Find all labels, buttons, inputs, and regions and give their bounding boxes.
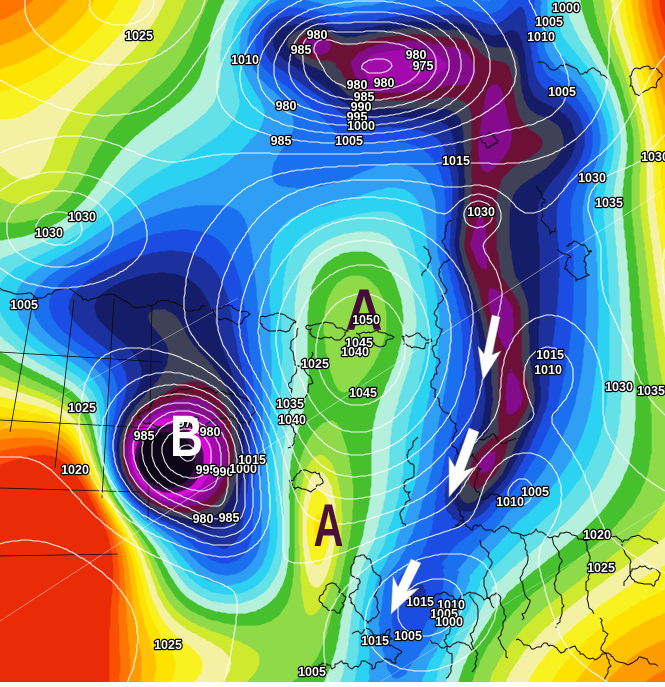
svg-text:1015: 1015 (536, 348, 564, 362)
svg-text:995: 995 (347, 110, 368, 124)
svg-text:1025: 1025 (68, 401, 96, 415)
svg-text:1035: 1035 (276, 397, 304, 411)
svg-text:985: 985 (271, 134, 292, 148)
svg-text:1035: 1035 (637, 384, 665, 398)
svg-text:985: 985 (134, 429, 155, 443)
svg-text:985: 985 (291, 43, 312, 57)
svg-text:985: 985 (219, 511, 240, 525)
svg-text:1010: 1010 (437, 598, 465, 612)
svg-text:980: 980 (193, 512, 214, 526)
svg-text:1025: 1025 (301, 357, 329, 371)
svg-text:1005: 1005 (298, 665, 326, 679)
svg-text:1005: 1005 (10, 298, 38, 312)
svg-text:1005: 1005 (548, 85, 576, 99)
svg-text:1005: 1005 (335, 134, 363, 148)
svg-text:975: 975 (178, 416, 199, 430)
svg-text:A: A (314, 492, 344, 559)
svg-text:1000: 1000 (347, 119, 375, 133)
svg-text:1025: 1025 (154, 638, 182, 652)
svg-text:1050: 1050 (352, 313, 380, 327)
svg-text:980: 980 (276, 99, 297, 113)
svg-text:1005: 1005 (535, 15, 563, 29)
svg-text:1025: 1025 (125, 29, 153, 43)
svg-text:1040: 1040 (278, 413, 306, 427)
svg-text:1000: 1000 (435, 615, 463, 629)
svg-text:1030: 1030 (467, 205, 495, 219)
svg-text:980: 980 (200, 425, 221, 439)
svg-text:975: 975 (413, 59, 434, 73)
svg-text:1015: 1015 (238, 453, 266, 467)
svg-text:1015: 1015 (442, 154, 470, 168)
svg-text:A: A (346, 278, 383, 343)
svg-text:1040: 1040 (341, 345, 369, 359)
svg-text:1025: 1025 (587, 561, 615, 575)
svg-text:1000: 1000 (552, 1, 580, 15)
svg-text:1010: 1010 (527, 30, 555, 44)
svg-text:980: 980 (374, 76, 395, 90)
svg-text:1030: 1030 (641, 150, 665, 164)
svg-text:1020: 1020 (61, 463, 89, 477)
svg-text:1005: 1005 (430, 607, 458, 621)
svg-text:1035: 1035 (595, 196, 623, 210)
svg-text:1015: 1015 (406, 595, 434, 609)
svg-text:980: 980 (347, 78, 368, 92)
svg-text:980: 980 (406, 48, 427, 62)
svg-text:1010: 1010 (231, 53, 259, 67)
svg-text:980: 980 (307, 28, 328, 42)
svg-text:1030: 1030 (68, 210, 96, 224)
svg-text:1010: 1010 (534, 363, 562, 377)
svg-text:1005: 1005 (394, 629, 422, 643)
svg-text:1000: 1000 (229, 462, 257, 476)
svg-text:1030: 1030 (35, 226, 63, 240)
svg-text:990: 990 (351, 100, 372, 114)
svg-text:1030: 1030 (578, 171, 606, 185)
svg-text:1010: 1010 (496, 495, 524, 509)
svg-text:1030: 1030 (605, 380, 633, 394)
svg-text:1045: 1045 (349, 386, 377, 400)
svg-text:1005: 1005 (521, 485, 549, 499)
svg-text:1045: 1045 (345, 336, 373, 350)
svg-text:990: 990 (213, 465, 234, 479)
svg-text:1015: 1015 (361, 634, 389, 648)
svg-text:B: B (170, 404, 203, 469)
svg-text:1020: 1020 (583, 528, 611, 542)
svg-text:995: 995 (196, 463, 217, 477)
svg-text:985: 985 (354, 90, 375, 104)
